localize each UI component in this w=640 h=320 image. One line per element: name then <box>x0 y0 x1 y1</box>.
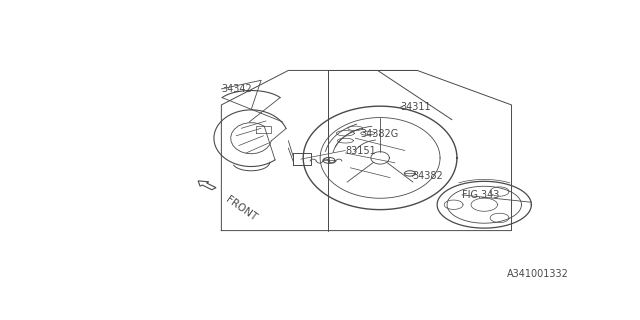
Text: FIG.343: FIG.343 <box>462 190 499 200</box>
Text: 34311: 34311 <box>400 102 431 112</box>
Text: 34382: 34382 <box>412 172 443 181</box>
Text: 34342: 34342 <box>221 84 252 94</box>
Text: 34382G: 34382G <box>360 130 399 140</box>
Text: 83151: 83151 <box>346 146 376 156</box>
Text: FRONT: FRONT <box>224 195 259 223</box>
Text: A341001332: A341001332 <box>507 269 568 279</box>
